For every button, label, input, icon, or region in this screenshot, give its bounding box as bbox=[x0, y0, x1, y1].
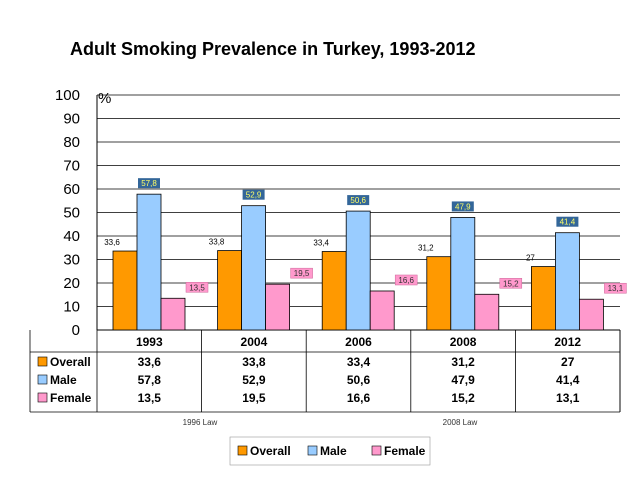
data-labels: 33,6 57,8 13,5 33,8 52,9 19,5 33,4 50,6 16,6 31,2… bbox=[104, 178, 627, 294]
table-cell: 13,5 bbox=[138, 391, 162, 405]
y-tick-label: 10 bbox=[63, 299, 80, 316]
data-label-male: 52,9 bbox=[246, 191, 262, 200]
table-cell: 50,6 bbox=[347, 373, 371, 387]
data-label-box-female bbox=[499, 278, 523, 289]
bar-male bbox=[345, 210, 371, 331]
data-label-male: 50,6 bbox=[350, 196, 366, 205]
data-label-overall: 31,2 bbox=[418, 244, 434, 253]
bars bbox=[112, 193, 604, 331]
legend-box bbox=[229, 436, 431, 466]
table-cell: 52,9 bbox=[242, 373, 266, 387]
table-cell: 19,5 bbox=[242, 391, 266, 405]
y-tick-label: 40 bbox=[63, 228, 80, 245]
data-label-male: 57,8 bbox=[141, 179, 157, 188]
bar-overall bbox=[321, 251, 347, 331]
y-tick-label: 80 bbox=[63, 134, 80, 151]
bar-female bbox=[265, 283, 291, 331]
y-tick-label: 70 bbox=[63, 158, 80, 175]
bar-overall bbox=[426, 256, 452, 331]
bar-male bbox=[555, 232, 580, 331]
category-label: 1993 bbox=[136, 335, 163, 349]
table-row-name: Overall bbox=[50, 355, 91, 369]
bar-male bbox=[450, 217, 476, 331]
table-key-male bbox=[37, 374, 48, 385]
table-cell: 15,2 bbox=[451, 391, 475, 405]
table-cell: 16,6 bbox=[347, 391, 371, 405]
data-label-box-female bbox=[604, 282, 627, 294]
y-tick-label: 90 bbox=[63, 111, 80, 128]
table-cell: 27 bbox=[561, 355, 575, 369]
data-label-box-female bbox=[185, 282, 209, 293]
data-label-female: 19,5 bbox=[294, 269, 310, 278]
category-label: 2004 bbox=[241, 335, 268, 349]
legend-swatch-male bbox=[307, 445, 318, 456]
table-cell: 13,1 bbox=[556, 391, 580, 405]
table-cell: 33,6 bbox=[138, 355, 162, 369]
category-label: 2006 bbox=[345, 335, 372, 349]
y-tick-label: 50 bbox=[63, 205, 80, 222]
table-cell: 33,8 bbox=[242, 355, 266, 369]
legend-swatch-female bbox=[371, 445, 382, 456]
data-label-box-male bbox=[556, 216, 579, 227]
data-label-overall: 33,8 bbox=[209, 238, 225, 247]
y-tick-label: 30 bbox=[63, 252, 80, 269]
table-row-name: Male bbox=[50, 373, 77, 387]
data-label-box-female bbox=[290, 267, 313, 279]
table-cell: 57,8 bbox=[138, 373, 162, 387]
chart-title: Adult Smoking Prevalence in Turkey, 1993… bbox=[70, 39, 476, 59]
data-table: 1993 2004 2006 2008 2012 Overall 33,6 33,8 33,4 3… bbox=[29, 330, 621, 413]
y-tick-label: 60 bbox=[63, 181, 80, 198]
table-row-name: Female bbox=[50, 391, 92, 405]
bar-female bbox=[474, 293, 500, 331]
data-label-box-male bbox=[347, 195, 370, 206]
legend-label-female: Female bbox=[384, 444, 426, 458]
legend-swatch-overall bbox=[237, 445, 248, 456]
table-cell: 33,4 bbox=[347, 355, 371, 369]
data-label-male: 41,4 bbox=[560, 218, 576, 227]
data-label-box-female bbox=[394, 274, 418, 286]
category-label: 2012 bbox=[554, 335, 581, 349]
data-label-female: 13,1 bbox=[608, 284, 624, 293]
bar-overall bbox=[217, 250, 243, 331]
legend-label-overall: Overall bbox=[250, 444, 291, 458]
bar-male bbox=[136, 193, 162, 331]
annotation-1996-law: 1996 Law bbox=[183, 418, 218, 427]
data-label-box-male bbox=[451, 201, 474, 212]
data-label-female: 15,2 bbox=[503, 279, 519, 288]
data-label-female: 13,5 bbox=[189, 283, 205, 292]
bar-overall bbox=[112, 250, 138, 331]
law-annotations: 1996 Law 2008 Law bbox=[183, 418, 478, 427]
table-key-female bbox=[37, 392, 48, 403]
bar-female bbox=[160, 297, 186, 331]
data-label-overall: 33,6 bbox=[104, 238, 120, 247]
bar-overall bbox=[531, 266, 556, 331]
legend: Overall Male Female bbox=[229, 436, 431, 466]
bar-female bbox=[369, 290, 395, 331]
category-label: 2008 bbox=[450, 335, 477, 349]
y-axis-ticks: 0 10 20 30 40 50 60 70 80 90 100 bbox=[55, 87, 80, 339]
table-cell: 31,2 bbox=[451, 355, 475, 369]
y-tick-label: 0 bbox=[72, 322, 80, 339]
table-cell: 47,9 bbox=[451, 373, 475, 387]
data-label-overall: 27 bbox=[526, 254, 535, 263]
annotation-2008-law: 2008 Law bbox=[443, 418, 478, 427]
y-axis-unit-label: % bbox=[98, 90, 111, 107]
bar-female bbox=[579, 298, 604, 331]
bar-male bbox=[241, 205, 267, 331]
table-key-overall bbox=[37, 356, 48, 367]
table-cell: 41,4 bbox=[556, 373, 580, 387]
legend-label-male: Male bbox=[320, 444, 347, 458]
data-label-overall: 33,4 bbox=[313, 239, 329, 248]
data-label-female: 16,6 bbox=[398, 276, 414, 285]
y-tick-label: 100 bbox=[55, 87, 80, 104]
data-label-male: 47,9 bbox=[455, 202, 471, 211]
data-label-box-male bbox=[242, 189, 265, 200]
y-tick-label: 20 bbox=[63, 275, 80, 292]
data-label-box-male bbox=[138, 178, 160, 189]
